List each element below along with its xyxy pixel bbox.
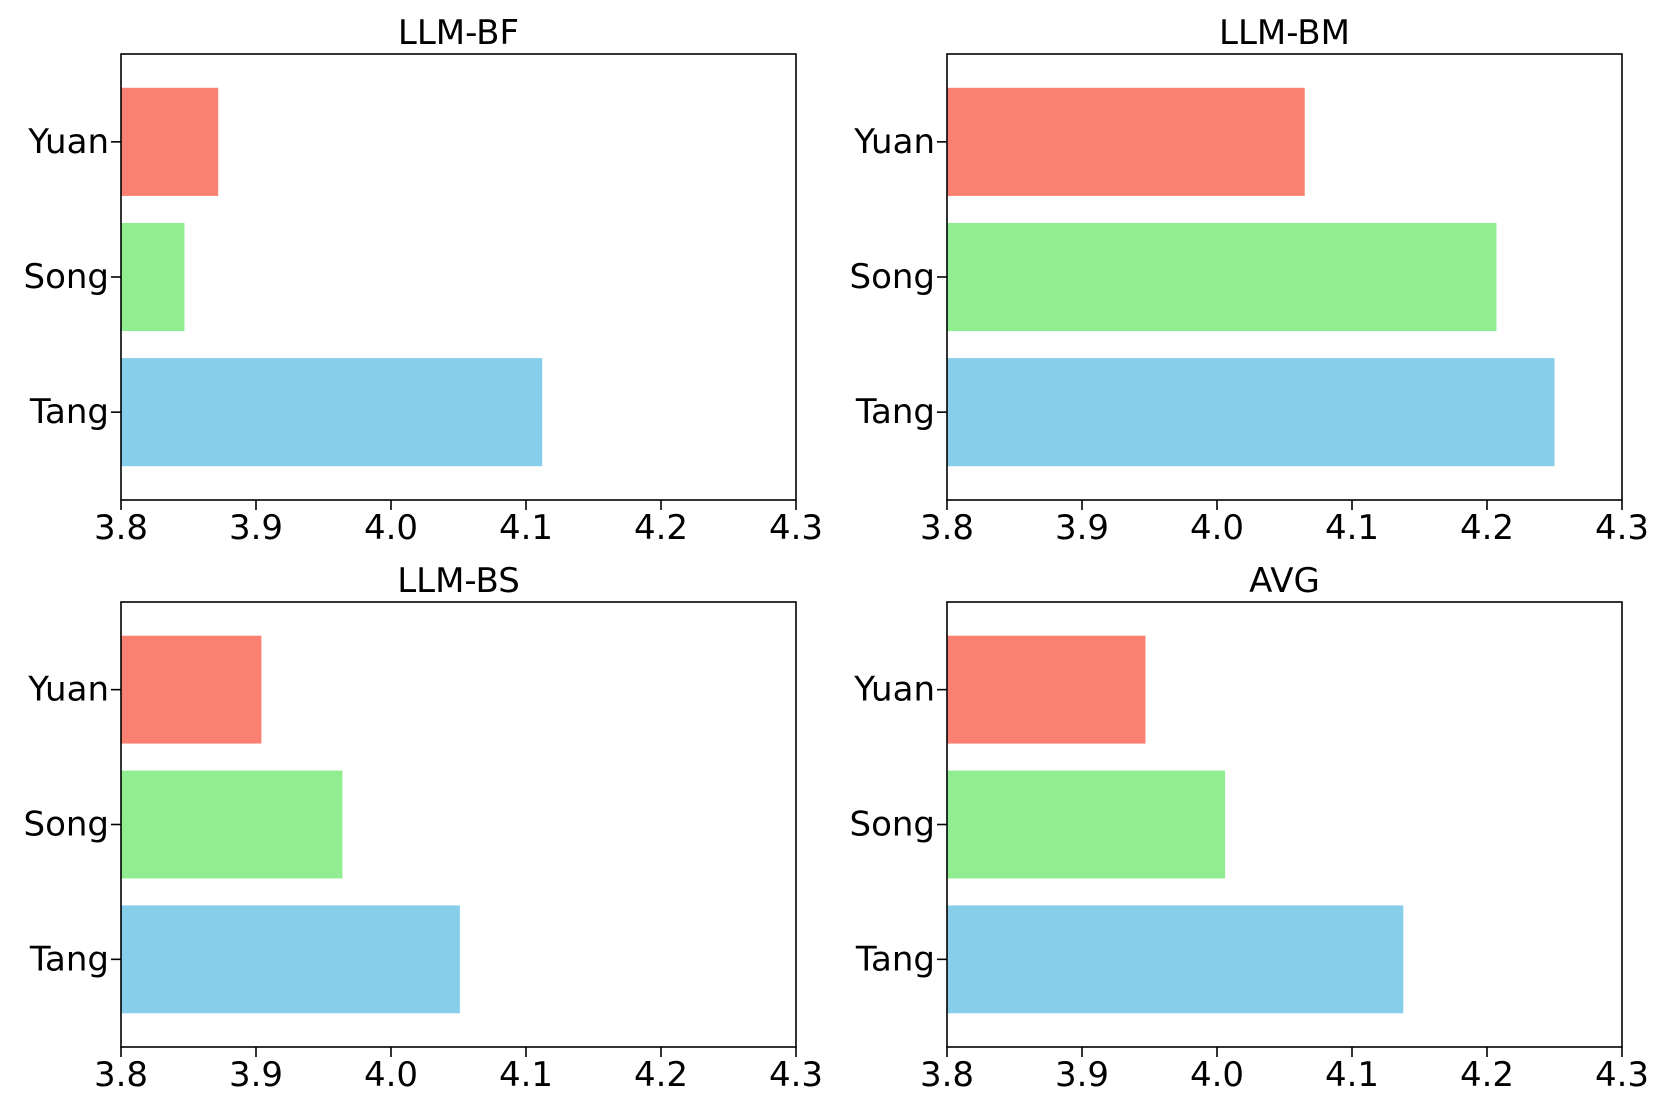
y-tick-label-tang: Tang (855, 939, 935, 979)
x-tick-label: 3.8 (920, 1055, 974, 1095)
x-tick-label: 4.0 (1190, 508, 1244, 548)
chart-title: AVG (1249, 561, 1320, 601)
y-tick-label-tang: Tang (855, 392, 935, 432)
x-tick-label: 3.9 (1055, 1055, 1109, 1095)
x-tick-label: 3.8 (94, 508, 148, 548)
y-tick-label-song: Song (23, 257, 109, 297)
chart-title: LLM-BM (1219, 13, 1350, 53)
bar-song (121, 770, 343, 879)
bar-song (947, 222, 1497, 332)
x-tick-label: 4.3 (1595, 508, 1649, 548)
bar-tang (121, 358, 543, 467)
x-tick-label: 3.8 (94, 1055, 148, 1095)
bar-yuan (947, 635, 1146, 744)
bar-song (121, 222, 185, 332)
bar-tang (947, 358, 1555, 467)
x-tick-label: 4.0 (364, 1055, 418, 1095)
y-tick-label-tang: Tang (29, 939, 109, 979)
x-tick-label: 3.9 (1055, 508, 1109, 548)
x-tick-label: 4.1 (1325, 1055, 1379, 1095)
bar-song (947, 770, 1226, 879)
x-tick-label: 4.3 (769, 508, 823, 548)
x-tick-label: 4.3 (769, 1055, 823, 1095)
x-tick-label: 4.1 (1325, 508, 1379, 548)
bar-yuan (121, 635, 262, 744)
y-tick-label-song: Song (849, 805, 935, 845)
x-tick-label: 3.8 (920, 508, 974, 548)
x-tick-label: 4.3 (1595, 1055, 1649, 1095)
x-tick-label: 3.9 (229, 508, 283, 548)
y-tick-label-yuan: Yuan (853, 122, 935, 162)
y-tick-label-yuan: Yuan (27, 670, 109, 710)
y-tick-label-song: Song (849, 257, 935, 297)
chart-panel-llm-bf: Tang Song Yuan 3.8 3.9 4.0 4.1 4.2 4.3 LLM-BF (23, 13, 823, 548)
x-tick-label: 4.0 (1190, 1055, 1244, 1095)
bar-tang (121, 905, 460, 1014)
chart-title: LLM-BF (398, 13, 519, 53)
bar-yuan (947, 87, 1305, 196)
x-tick-label: 4.1 (499, 508, 553, 548)
y-tick-label-song: Song (23, 805, 109, 845)
bar-tang (947, 905, 1404, 1014)
chart-title: LLM-BS (397, 561, 520, 601)
chart-panel-llm-bs: Tang Song Yuan 3.8 3.9 4.0 4.1 4.2 4.3 LLM-BS (23, 561, 823, 1095)
x-tick-label: 4.2 (634, 508, 688, 548)
x-tick-label: 4.0 (364, 508, 418, 548)
chart-panel-llm-bm: Tang Song Yuan 3.8 3.9 4.0 4.1 4.2 4.3 LLM-BM (849, 13, 1649, 548)
chart-panel-avg: Tang Song Yuan 3.8 3.9 4.0 4.1 4.2 4.3 AVG (849, 561, 1649, 1095)
x-tick-label: 4.2 (1460, 1055, 1514, 1095)
bar-yuan (121, 87, 219, 196)
y-tick-label-tang: Tang (29, 392, 109, 432)
x-tick-label: 4.2 (634, 1055, 688, 1095)
x-tick-label: 4.1 (499, 1055, 553, 1095)
y-tick-label-yuan: Yuan (853, 670, 935, 710)
x-tick-label: 3.9 (229, 1055, 283, 1095)
x-tick-label: 4.2 (1460, 508, 1514, 548)
y-tick-label-yuan: Yuan (27, 122, 109, 162)
